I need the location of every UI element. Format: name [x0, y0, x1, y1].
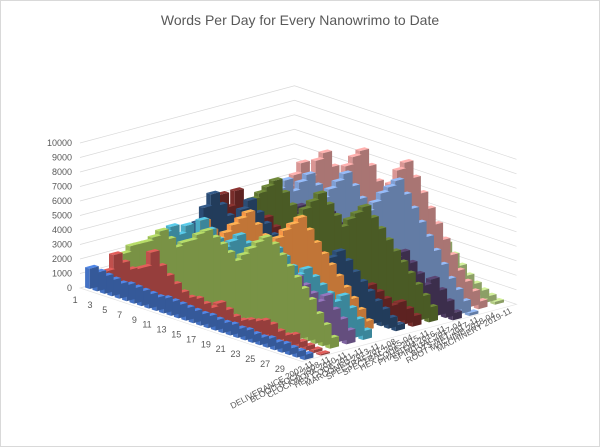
day-tick-label: 17	[186, 334, 196, 344]
day-tick-label: 7	[117, 310, 122, 320]
gridline	[79, 114, 517, 189]
gridline	[79, 99, 517, 175]
z-tick-label: 2000	[52, 254, 72, 264]
day-tick-label: 27	[260, 359, 270, 369]
day-tick-label: 23	[230, 349, 240, 359]
day-tick-label: 25	[245, 354, 255, 364]
z-tick-label: 9000	[52, 153, 72, 163]
chart-title: Words Per Day for Every Nanowrimo to Dat…	[160, 12, 440, 28]
day-tick-label: 13	[156, 325, 166, 335]
day-tick-label: 15	[171, 330, 181, 340]
day-tick-label: 21	[216, 344, 226, 354]
z-tick-label: 5000	[52, 211, 72, 221]
day-tick-label: 3	[87, 300, 92, 310]
gridline	[79, 85, 517, 160]
bar	[464, 309, 479, 316]
gridline	[79, 128, 517, 204]
day-tick-label: 29	[275, 364, 285, 374]
z-tick-label: 8000	[52, 167, 72, 177]
z-tick-label: 3000	[52, 240, 72, 250]
bar	[85, 264, 99, 289]
z-tick-label: 7000	[52, 182, 72, 192]
bar	[308, 346, 323, 354]
z-tick-label: 0	[67, 283, 72, 293]
bar	[490, 298, 504, 305]
z-tick-label: 10000	[47, 138, 72, 148]
day-tick-label: 1	[73, 295, 78, 305]
day-tick-label: 5	[102, 305, 107, 315]
day-tick-label: 19	[201, 339, 211, 349]
gridline	[79, 143, 517, 218]
z-tick-label: 4000	[52, 225, 72, 235]
z-tick-label: 6000	[52, 196, 72, 206]
bar	[316, 350, 330, 356]
z-tick-label: 1000	[52, 269, 72, 279]
day-tick-label: 9	[132, 315, 137, 325]
gridline	[79, 157, 517, 233]
day-tick-label: 11	[142, 320, 151, 330]
chart-bars	[85, 147, 504, 360]
